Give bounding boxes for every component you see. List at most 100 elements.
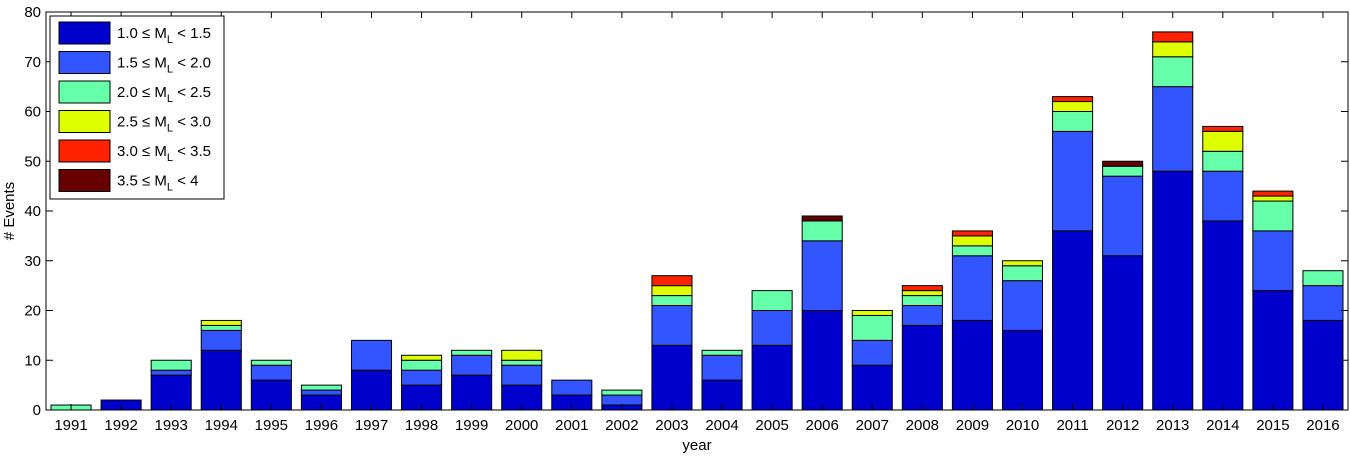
x-tick-label: 1995 — [255, 417, 288, 434]
bar-1994-series-4 — [200, 319, 242, 326]
legend-label-sub: L — [167, 34, 173, 46]
x-tick-label: 1997 — [355, 417, 388, 434]
bar-2005-series-3 — [751, 290, 793, 312]
bar-2008-series-4 — [901, 290, 943, 297]
bar-2003-series-1 — [651, 344, 693, 411]
legend-label-post: < 3.5 — [173, 143, 211, 160]
bar-2015-series-5 — [1252, 190, 1294, 197]
bar-2011-series-1 — [1052, 230, 1094, 411]
legend-swatch — [58, 139, 111, 163]
legend-label-pre: 1.5 ≤ M — [117, 55, 167, 72]
bar-2004-series-2 — [701, 354, 743, 381]
bar-2003-series-3 — [651, 295, 693, 307]
legend-entry: 2.0 ≤ ML < 2.5 — [117, 84, 211, 105]
y-tick-label: 80 — [24, 4, 41, 21]
x-tick-label: 1992 — [104, 417, 137, 434]
bar-2007-series-4 — [851, 310, 893, 316]
bar-2005-series-2 — [751, 310, 793, 346]
legend-label-pre: 3.0 ≤ M — [117, 143, 167, 160]
bar-2016-series-3 — [1302, 270, 1344, 287]
bar-2000-series-3 — [501, 359, 543, 366]
legend-label-pre: 2.0 ≤ M — [117, 84, 167, 101]
bar-2000-series-2 — [501, 364, 543, 386]
legend-label-sub: L — [167, 182, 173, 194]
legend: 1.0 ≤ ML < 1.51.5 ≤ ML < 2.02.0 ≤ ML < 2… — [49, 15, 225, 200]
legend-label-post: < 2.5 — [173, 84, 211, 101]
x-tick-label: 2004 — [705, 417, 738, 434]
bar-2014-series-4 — [1202, 130, 1244, 152]
legend-label-sub: L — [167, 123, 173, 135]
x-tick-label: 2005 — [755, 417, 788, 434]
bar-2009-series-3 — [951, 245, 993, 257]
x-tick-label: 2009 — [956, 417, 989, 434]
x-tick-label: 1998 — [405, 417, 438, 434]
x-tick-label: 2016 — [1306, 417, 1339, 434]
y-tick-label: 50 — [24, 153, 41, 170]
x-tick-label: 2015 — [1256, 417, 1289, 434]
legend-label-post: < 1.5 — [173, 25, 211, 42]
legend-swatch — [58, 21, 111, 45]
x-axis-label: year — [682, 437, 711, 454]
y-tick-label: 70 — [24, 54, 41, 71]
bar-1994-series-2 — [200, 329, 242, 351]
bar-2014-series-1 — [1202, 220, 1244, 411]
bar-2015-series-1 — [1252, 290, 1294, 411]
x-tick-label: 2006 — [806, 417, 839, 434]
legend-entry: 3.0 ≤ ML < 3.5 — [117, 143, 211, 164]
bar-2013-series-1 — [1152, 170, 1194, 411]
x-tick-label: 2002 — [605, 417, 638, 434]
legend-label-post: < 4 — [173, 173, 198, 190]
x-tick-label: 2013 — [1156, 417, 1189, 434]
bar-2006-series-1 — [801, 310, 843, 411]
bar-2008-series-3 — [901, 295, 943, 307]
x-tick-label: 2007 — [856, 417, 889, 434]
bar-2015-series-3 — [1252, 200, 1294, 232]
legend-entry: 1.5 ≤ ML < 2.0 — [117, 55, 211, 76]
bar-2013-series-2 — [1152, 86, 1194, 172]
legend-label-pre: 2.5 ≤ M — [117, 114, 167, 131]
x-tick-label: 1994 — [205, 417, 238, 434]
x-tick-label: 2008 — [906, 417, 939, 434]
bar-1993-series-3 — [150, 359, 192, 371]
legend-label-sub: L — [167, 93, 173, 105]
bar-2003-series-4 — [651, 285, 693, 297]
x-tick-label: 2000 — [505, 417, 538, 434]
bar-2007-series-1 — [851, 364, 893, 411]
x-tick-label: 2003 — [655, 417, 688, 434]
x-tick-label: 2014 — [1206, 417, 1239, 434]
bar-2006-series-3 — [801, 220, 843, 242]
bar-1996-series-2 — [300, 389, 342, 396]
bar-1993-series-2 — [150, 369, 192, 376]
bar-2013-series-5 — [1152, 31, 1194, 43]
bar-2010-series-1 — [1001, 329, 1044, 411]
bar-2002-series-3 — [601, 389, 643, 396]
legend-label-sub: L — [167, 152, 173, 164]
bar-2007-series-2 — [851, 339, 893, 366]
x-tick-label: 2010 — [1006, 417, 1039, 434]
bar-2012-series-3 — [1102, 165, 1144, 177]
bar-2006-series-6 — [801, 215, 843, 222]
bar-2013-series-3 — [1152, 56, 1194, 88]
x-tick-label: 1991 — [54, 417, 87, 434]
legend-label-post: < 3.0 — [173, 114, 211, 131]
x-tick-label: 2012 — [1106, 417, 1139, 434]
bar-2008-series-1 — [901, 324, 943, 411]
x-tick-label: 1999 — [455, 417, 488, 434]
bar-2010-series-4 — [1001, 260, 1044, 267]
x-tick-label: 1993 — [155, 417, 188, 434]
y-axis-label: # Events — [1, 182, 18, 240]
bar-2004-series-3 — [701, 349, 743, 356]
bar-1994-series-3 — [200, 324, 242, 331]
y-tick-label: 0 — [33, 402, 41, 419]
bar-2014-series-3 — [1202, 150, 1244, 172]
bar-1998-series-2 — [401, 369, 443, 386]
bar-2002-series-2 — [601, 394, 643, 406]
x-tick-label: 2011 — [1056, 417, 1088, 434]
bar-2014-series-2 — [1202, 170, 1244, 222]
bar-2010-series-2 — [1001, 280, 1044, 331]
bar-2012-series-2 — [1102, 175, 1144, 257]
legend-swatch — [58, 80, 111, 104]
legend-label-sub: L — [167, 64, 173, 76]
x-tick-label: 1996 — [305, 417, 338, 434]
